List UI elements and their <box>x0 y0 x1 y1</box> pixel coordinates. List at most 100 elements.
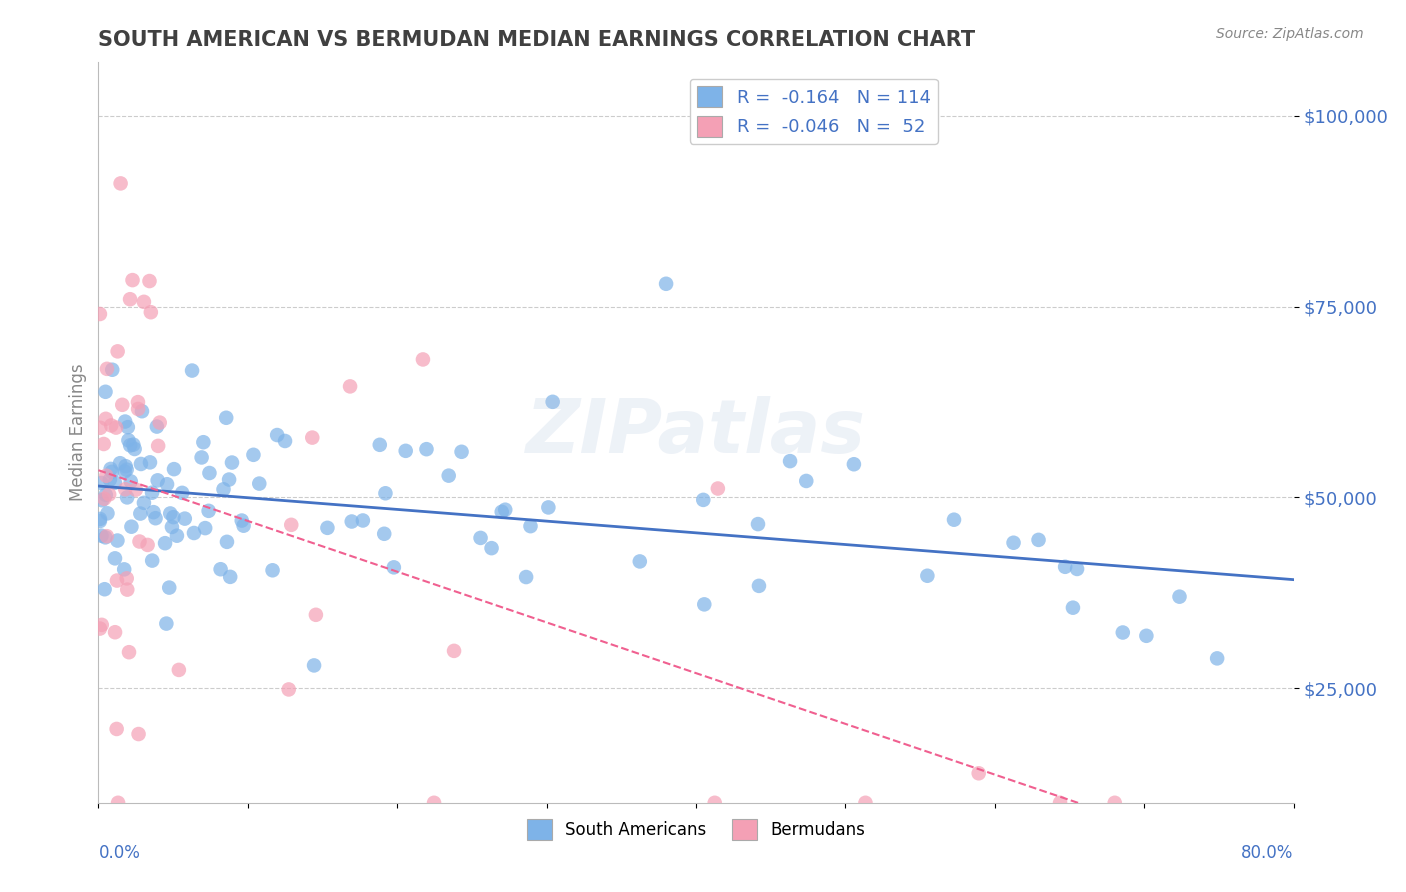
Point <box>266 428 288 442</box>
Point <box>159 507 181 521</box>
Point <box>395 443 418 458</box>
Point <box>842 457 865 471</box>
Point <box>157 581 180 595</box>
Point <box>231 514 253 528</box>
Point <box>96 529 118 543</box>
Point <box>160 520 183 534</box>
Point <box>280 517 302 532</box>
Point <box>124 442 146 456</box>
Point <box>301 431 323 445</box>
Point <box>125 483 148 497</box>
Point <box>89 421 111 435</box>
Point <box>437 468 460 483</box>
Point <box>98 487 121 501</box>
Point <box>107 533 129 548</box>
Point <box>412 352 434 367</box>
Point <box>96 468 118 483</box>
Point <box>112 562 135 576</box>
Point <box>163 462 186 476</box>
Point <box>1054 559 1077 574</box>
Point <box>373 526 395 541</box>
Point <box>145 511 167 525</box>
Point <box>89 307 111 321</box>
Point <box>96 362 118 376</box>
Point <box>121 273 143 287</box>
Point <box>423 796 446 810</box>
Point <box>142 505 165 519</box>
Point <box>943 513 966 527</box>
Point <box>120 519 142 533</box>
Point <box>707 482 730 496</box>
Point <box>450 444 472 458</box>
Point <box>655 277 678 291</box>
Point <box>212 483 235 497</box>
Point <box>114 459 136 474</box>
Point <box>316 521 339 535</box>
Point <box>155 616 177 631</box>
Point <box>104 475 127 490</box>
Point <box>127 401 149 416</box>
Point <box>94 384 117 399</box>
Point <box>129 507 152 521</box>
Point <box>748 579 770 593</box>
Point <box>93 491 115 506</box>
Point <box>198 466 221 480</box>
Point <box>114 465 136 479</box>
Point <box>107 796 129 810</box>
Point <box>219 570 242 584</box>
Point <box>1112 625 1135 640</box>
Point <box>1028 533 1050 547</box>
Point <box>218 473 240 487</box>
Text: 80.0%: 80.0% <box>1241 845 1294 863</box>
Point <box>149 416 172 430</box>
Point <box>692 492 714 507</box>
Point <box>794 474 817 488</box>
Point <box>93 437 115 451</box>
Point <box>274 434 297 448</box>
Text: Source: ZipAtlas.com: Source: ZipAtlas.com <box>1216 27 1364 41</box>
Point <box>194 521 217 535</box>
Text: SOUTH AMERICAN VS BERMUDAN MEDIAN EARNINGS CORRELATION CHART: SOUTH AMERICAN VS BERMUDAN MEDIAN EARNIN… <box>98 29 976 50</box>
Point <box>141 553 163 567</box>
Point <box>91 493 114 508</box>
Point <box>120 475 142 489</box>
Point <box>1062 600 1084 615</box>
Point <box>115 463 138 477</box>
Point <box>537 500 560 515</box>
Point <box>747 517 769 532</box>
Point <box>374 486 396 500</box>
Point <box>1104 796 1126 810</box>
Point <box>115 571 138 585</box>
Point <box>105 420 128 434</box>
Point <box>89 622 111 636</box>
Point <box>242 448 264 462</box>
Point <box>117 420 139 434</box>
Point <box>382 560 405 574</box>
Point <box>1002 535 1025 549</box>
Point <box>166 529 188 543</box>
Point <box>197 504 219 518</box>
Point <box>118 645 141 659</box>
Point <box>1049 796 1071 810</box>
Point <box>305 607 328 622</box>
Point <box>1168 590 1191 604</box>
Point <box>221 456 243 470</box>
Point <box>94 530 117 544</box>
Point <box>129 457 152 471</box>
Point <box>215 410 238 425</box>
Point <box>139 305 162 319</box>
Point <box>111 398 134 412</box>
Point <box>703 796 725 810</box>
Point <box>146 439 169 453</box>
Point <box>138 274 160 288</box>
Point <box>1066 562 1088 576</box>
Point <box>156 477 179 491</box>
Point <box>247 476 270 491</box>
Point <box>215 534 238 549</box>
Point <box>146 473 169 487</box>
Point <box>107 344 129 359</box>
Point <box>132 294 155 309</box>
Point <box>90 475 112 490</box>
Point <box>541 394 564 409</box>
Point <box>105 574 128 588</box>
